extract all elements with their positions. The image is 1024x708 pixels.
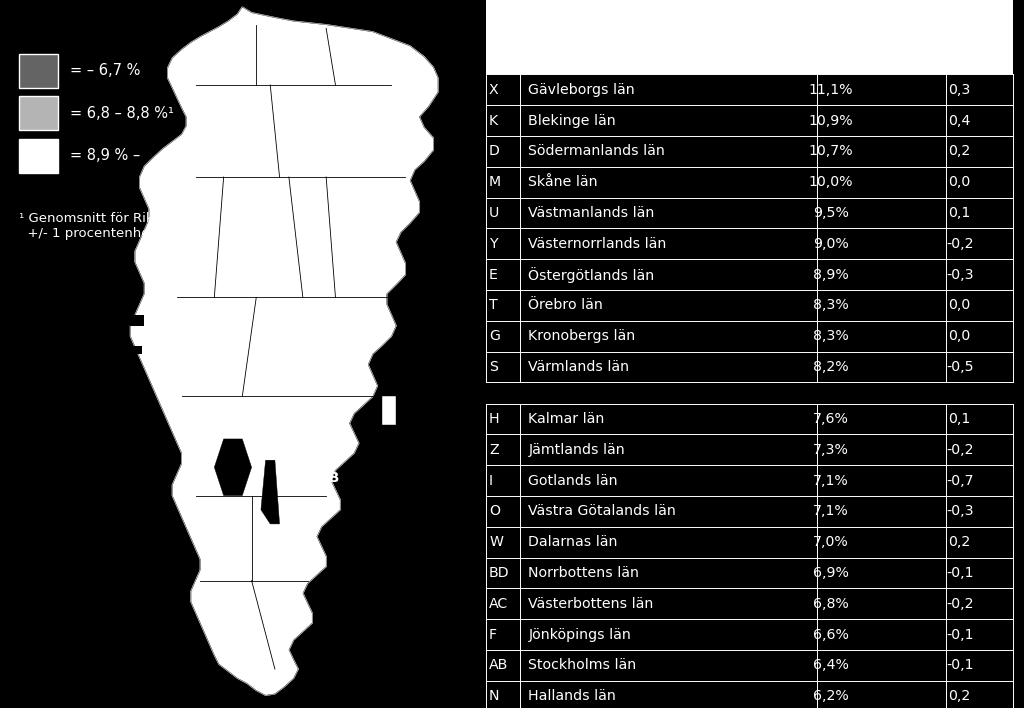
Text: Västra Götalands län: Västra Götalands län <box>528 504 676 518</box>
Text: D: D <box>489 144 500 159</box>
Text: 10,7%: 10,7% <box>808 144 853 159</box>
Text: 6,6%: 6,6% <box>813 627 849 641</box>
Text: 0,1: 0,1 <box>948 412 971 426</box>
Text: 7,1%: 7,1% <box>813 474 849 488</box>
Text: 7,6%: 7,6% <box>813 412 849 426</box>
Text: Västerbottens län: Västerbottens län <box>528 597 653 611</box>
Text: Dalarnas län: Dalarnas län <box>528 535 617 549</box>
Text: 6,8%: 6,8% <box>813 597 849 611</box>
Text: 6,2%: 6,2% <box>813 689 849 703</box>
Text: = 8,9 % –: = 8,9 % – <box>70 148 140 164</box>
Text: -0,5: -0,5 <box>946 360 974 374</box>
Text: Jämtlands län: Jämtlands län <box>528 442 625 457</box>
Text: -0,1: -0,1 <box>946 566 974 580</box>
Text: 7,1%: 7,1% <box>813 504 849 518</box>
Polygon shape <box>214 439 252 496</box>
Text: 7,3%: 7,3% <box>813 442 849 457</box>
Text: I: I <box>489 474 494 488</box>
Text: -0,2: -0,2 <box>946 442 974 457</box>
Text: 8,2%: 8,2% <box>813 360 849 374</box>
Text: 0,1: 0,1 <box>948 206 971 220</box>
Text: 8,9%: 8,9% <box>813 268 849 282</box>
Text: 0,0: 0,0 <box>948 175 971 189</box>
Polygon shape <box>382 396 396 425</box>
Text: AC: AC <box>489 597 508 611</box>
Polygon shape <box>261 460 280 524</box>
Text: 6,4%: 6,4% <box>813 658 849 673</box>
Text: O: O <box>489 504 500 518</box>
Text: 10,9%: 10,9% <box>808 113 853 127</box>
Text: E: E <box>489 268 498 282</box>
Text: 0,2: 0,2 <box>948 535 971 549</box>
Text: Örebro län: Örebro län <box>528 298 603 312</box>
Text: 8,3%: 8,3% <box>813 329 849 343</box>
Bar <box>135 375 144 382</box>
Text: Värmlands län: Värmlands län <box>528 360 630 374</box>
Bar <box>130 346 142 354</box>
Text: 10,0%: 10,0% <box>809 175 853 189</box>
Text: X: X <box>489 83 499 97</box>
Text: G: G <box>489 329 500 343</box>
Text: S: S <box>489 360 498 374</box>
Text: 8,3%: 8,3% <box>813 298 849 312</box>
Text: T: T <box>489 298 498 312</box>
Text: Norrbottens län: Norrbottens län <box>528 566 639 580</box>
FancyBboxPatch shape <box>18 139 58 173</box>
Text: F: F <box>489 627 497 641</box>
Text: Blekinge län: Blekinge län <box>528 113 616 127</box>
FancyBboxPatch shape <box>18 96 58 130</box>
Text: Östergötlands län: Östergötlands län <box>528 266 654 282</box>
Text: 0,2: 0,2 <box>948 144 971 159</box>
Text: = 6,8 – 8,8 %¹: = 6,8 – 8,8 %¹ <box>70 105 174 121</box>
Text: Gävleborgs län: Gävleborgs län <box>528 83 635 97</box>
Text: 11,1%: 11,1% <box>809 83 853 97</box>
Text: 6,9%: 6,9% <box>813 566 849 580</box>
Text: Skåne län: Skåne län <box>528 175 598 189</box>
Text: Hallands län: Hallands län <box>528 689 616 703</box>
Text: 0,0: 0,0 <box>948 329 971 343</box>
Text: M: M <box>489 175 501 189</box>
Text: ¹ Genomsnitt för Riket
  +/- 1 procentenhet: ¹ Genomsnitt för Riket +/- 1 procentenhe… <box>18 212 166 241</box>
Text: -0,2: -0,2 <box>946 597 974 611</box>
FancyBboxPatch shape <box>486 0 1013 74</box>
Text: -0,3: -0,3 <box>946 268 974 282</box>
Text: 9,5%: 9,5% <box>813 206 849 220</box>
Text: 0,4: 0,4 <box>948 113 971 127</box>
Text: -0,2: -0,2 <box>946 236 974 251</box>
Text: -0,1: -0,1 <box>946 658 974 673</box>
Text: N: N <box>489 689 500 703</box>
Text: Stockholms län: Stockholms län <box>528 658 637 673</box>
Text: 0,2: 0,2 <box>948 689 971 703</box>
Text: -0,1: -0,1 <box>946 627 974 641</box>
FancyBboxPatch shape <box>18 54 58 88</box>
Text: = – 6,7 %: = – 6,7 % <box>70 63 140 79</box>
Text: Y: Y <box>489 236 498 251</box>
Polygon shape <box>130 7 438 695</box>
Text: Gotlands län: Gotlands län <box>528 474 617 488</box>
Text: 0,3: 0,3 <box>948 83 971 97</box>
Text: Kronobergs län: Kronobergs län <box>528 329 636 343</box>
Text: Södermanlands län: Södermanlands län <box>528 144 666 159</box>
Text: 0,0: 0,0 <box>948 298 971 312</box>
Text: Västernorrlands län: Västernorrlands län <box>528 236 667 251</box>
Text: 9,0%: 9,0% <box>813 236 849 251</box>
Bar <box>130 315 144 326</box>
Text: BD: BD <box>489 566 510 580</box>
Text: AB: AB <box>319 471 341 485</box>
Text: -0,7: -0,7 <box>946 474 974 488</box>
Text: -0,3: -0,3 <box>946 504 974 518</box>
Text: K: K <box>489 113 499 127</box>
Text: 7,0%: 7,0% <box>813 535 849 549</box>
Text: AB: AB <box>489 658 509 673</box>
Text: Z: Z <box>489 442 499 457</box>
Text: U: U <box>489 206 500 220</box>
Text: Jönköpings län: Jönköpings län <box>528 627 631 641</box>
Text: Västmanlands län: Västmanlands län <box>528 206 654 220</box>
Text: W: W <box>489 535 503 549</box>
Text: Kalmar län: Kalmar län <box>528 412 604 426</box>
Text: H: H <box>489 412 500 426</box>
